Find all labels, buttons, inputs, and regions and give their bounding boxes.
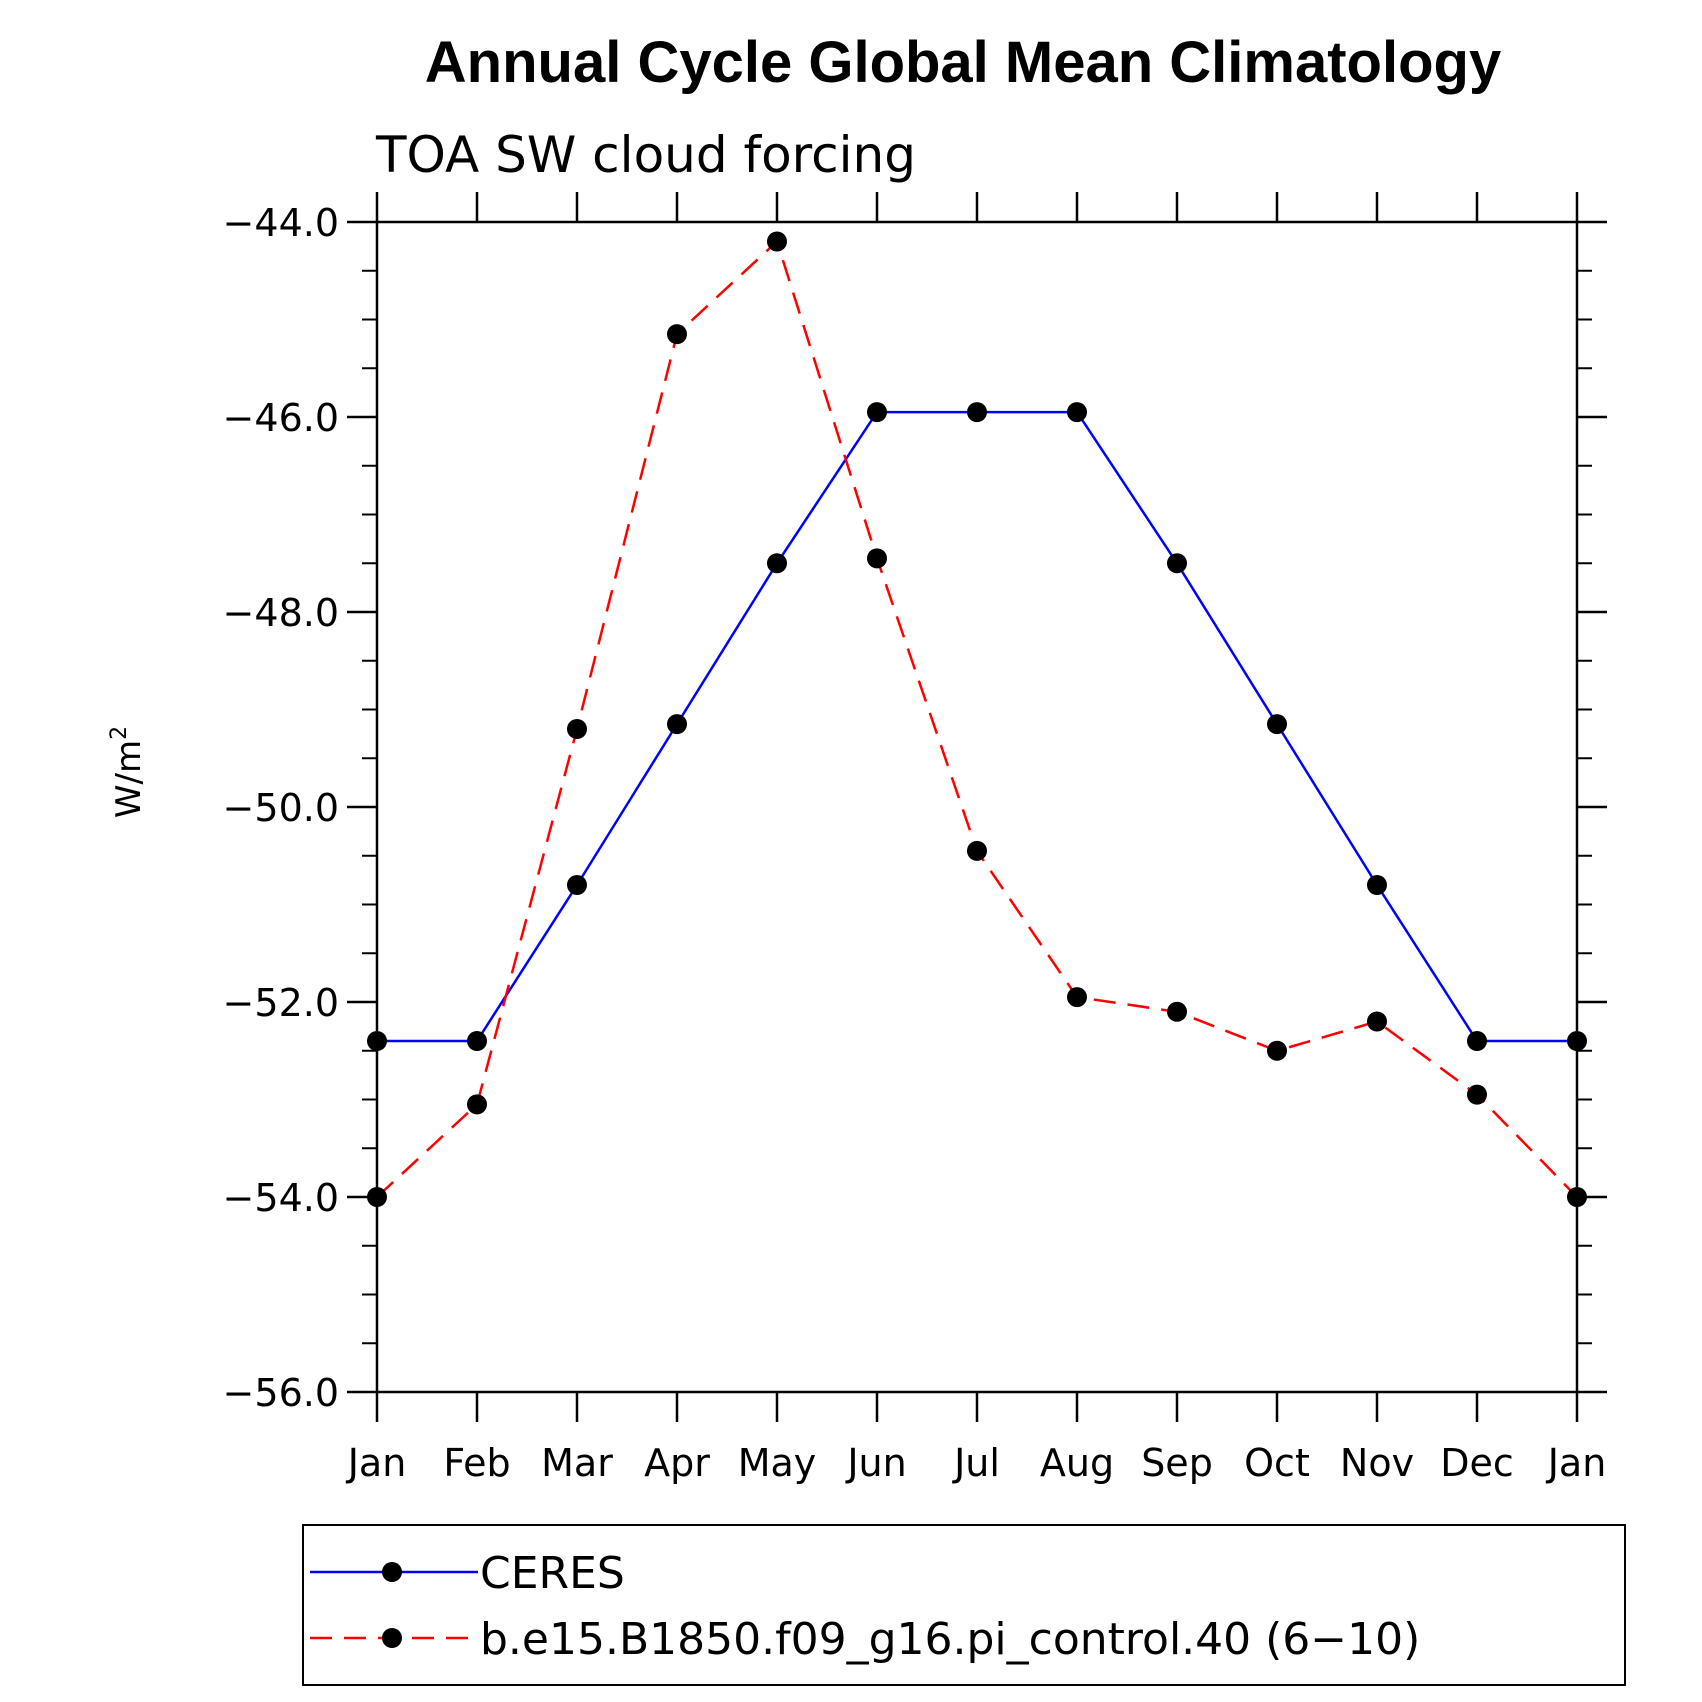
series-1-point: [567, 719, 587, 739]
x-tick-label: Dec: [1440, 1441, 1514, 1485]
y-tick-label: −48.0: [223, 591, 339, 635]
x-tick-label: Jan: [1546, 1441, 1607, 1485]
series-0-point: [1367, 875, 1387, 895]
series-0-point: [1067, 402, 1087, 423]
series-1-point: [1467, 1084, 1487, 1105]
series-0-point: [1467, 1031, 1487, 1051]
x-tick-label: Nov: [1340, 1441, 1414, 1485]
legend: CERES b.e15.B1850.f09_g16.pi_control.40 …: [302, 1524, 1626, 1686]
series-1-point: [867, 548, 887, 569]
x-tick-label: Sep: [1141, 1441, 1213, 1485]
legend-marker-model: [382, 1628, 402, 1648]
y-tick-label: −50.0: [223, 786, 339, 830]
series-0-point: [367, 1031, 387, 1051]
series-0-point: [867, 402, 887, 423]
series-0-point: [767, 553, 787, 574]
y-axis-label: W/m2: [107, 726, 149, 818]
y-tick-label: −56.0: [223, 1371, 339, 1415]
series-0-point: [1567, 1031, 1587, 1051]
axes: Jan Feb Mar Apr May Jun Jul Aug Sep Oct Nov Dec Jan−…: [223, 192, 1607, 1485]
x-tick-label: Jun: [845, 1441, 906, 1485]
y-tick-label: −52.0: [223, 981, 339, 1025]
x-tick-label: Feb: [443, 1441, 510, 1485]
series-0-point: [567, 875, 587, 895]
series-1-point: [767, 231, 787, 252]
series-0-point: [1267, 714, 1287, 735]
series-0-point: [1167, 553, 1187, 574]
series-0-point: [667, 714, 687, 735]
legend-marker-ceres: [382, 1562, 402, 1582]
legend-label-ceres: CERES: [480, 1548, 625, 1599]
series-1-point: [667, 324, 687, 345]
chart-title: Annual Cycle Global Mean Climatology: [425, 30, 1501, 95]
y-tick-label: −44.0: [223, 201, 339, 245]
legend-box: [302, 1524, 1626, 1686]
x-tick-label: Oct: [1244, 1441, 1310, 1485]
series-0-point: [467, 1031, 487, 1051]
series-line-0: [377, 410, 1577, 1043]
series-line-1: [376, 239, 1578, 1198]
series-1-point: [367, 1187, 387, 1207]
chart-subtitle: TOA SW cloud forcing: [375, 126, 916, 184]
x-tick-label: Mar: [541, 1441, 613, 1485]
series-1-point: [967, 840, 987, 861]
series-0-point: [967, 402, 987, 423]
series-1-point: [467, 1094, 487, 1115]
series-1-point: [1167, 1001, 1187, 1022]
x-tick-label: Jan: [346, 1441, 407, 1485]
x-tick-label: Jul: [952, 1441, 1000, 1485]
legend-label-model: b.e15.B1850.f09_g16.pi_control.40 (6−10): [480, 1614, 1420, 1665]
series-1-point: [1367, 1011, 1387, 1032]
x-tick-label: Apr: [644, 1441, 710, 1485]
series-1-point: [1067, 987, 1087, 1008]
series-1-point: [1567, 1187, 1587, 1207]
series-1-point: [1267, 1040, 1287, 1061]
x-tick-label: May: [738, 1441, 817, 1485]
series-layer: [367, 231, 1587, 1207]
y-tick-label: −54.0: [223, 1176, 339, 1220]
y-tick-label: −46.0: [223, 396, 339, 440]
x-tick-label: Aug: [1040, 1441, 1114, 1485]
